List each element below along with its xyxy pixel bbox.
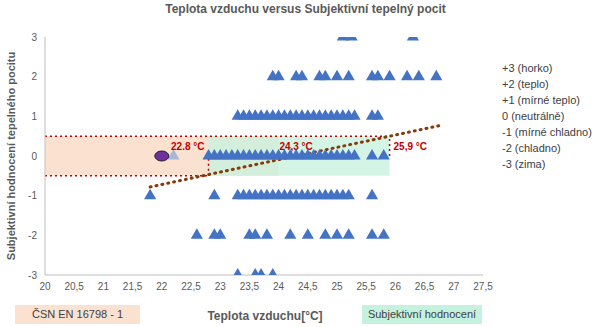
svg-text:23,5: 23,5 (240, 281, 260, 292)
html-text:+3 (horko): +3 (horko) (502, 62, 553, 74)
html-text:-3 (zima): -3 (zima) (502, 158, 546, 170)
svg-text:-2: -2 (28, 230, 37, 241)
svg-text:22: 22 (156, 281, 168, 292)
svg-text:20: 20 (39, 281, 51, 292)
html-text:Subjektivní hodnocení: Subjektivní hodnocení (367, 308, 477, 320)
svg-text:20,5: 20,5 (64, 281, 84, 292)
svg-text:24,3 °C: 24,3 °C (279, 141, 312, 152)
svg-text:21,5: 21,5 (123, 281, 143, 292)
svg-text:25,9 °C: 25,9 °C (394, 141, 427, 152)
svg-text:1: 1 (31, 111, 37, 122)
html-text:ČSN EN 16798 - 1: ČSN EN 16798 - 1 (31, 308, 123, 320)
html-text:0 (neutrálně): 0 (neutrálně) (502, 110, 565, 122)
svg-text:26: 26 (390, 281, 402, 292)
svg-text:21: 21 (98, 281, 110, 292)
html-text:-1 (mírné chladno): -1 (mírné chladno) (502, 126, 592, 138)
html-text:-2 (chladno): -2 (chladno) (502, 142, 561, 154)
svg-text:26,5: 26,5 (415, 281, 435, 292)
svg-text:22.8 °C: 22.8 °C (171, 141, 204, 152)
svg-text:3: 3 (31, 32, 37, 43)
html-text:Subjektivní hodnocení tepelnéh: Subjektivní hodnocení tepelného pocitu (5, 51, 17, 261)
svg-text:24: 24 (273, 281, 285, 292)
svg-text:27: 27 (448, 281, 460, 292)
html-text:+1 (mírné teplo): +1 (mírné teplo) (502, 94, 580, 106)
svg-text:27,5: 27,5 (473, 281, 493, 292)
svg-text:25,5: 25,5 (356, 281, 376, 292)
svg-text:-3: -3 (28, 270, 37, 281)
html-text:Teplota vzduchu[°C]: Teplota vzduchu[°C] (207, 309, 323, 323)
html-text:Teplota vzduchu versus Subjekt: Teplota vzduchu versus Subjektivní tepel… (165, 2, 446, 16)
svg-text:22,5: 22,5 (181, 281, 201, 292)
html-text:+2 (teplo): +2 (teplo) (502, 78, 549, 90)
svg-text:-1: -1 (28, 190, 37, 201)
svg-text:24,5: 24,5 (298, 281, 318, 292)
svg-text:0: 0 (31, 151, 37, 162)
svg-text:2: 2 (31, 71, 37, 82)
svg-text:23: 23 (215, 281, 227, 292)
svg-text:25: 25 (331, 281, 343, 292)
